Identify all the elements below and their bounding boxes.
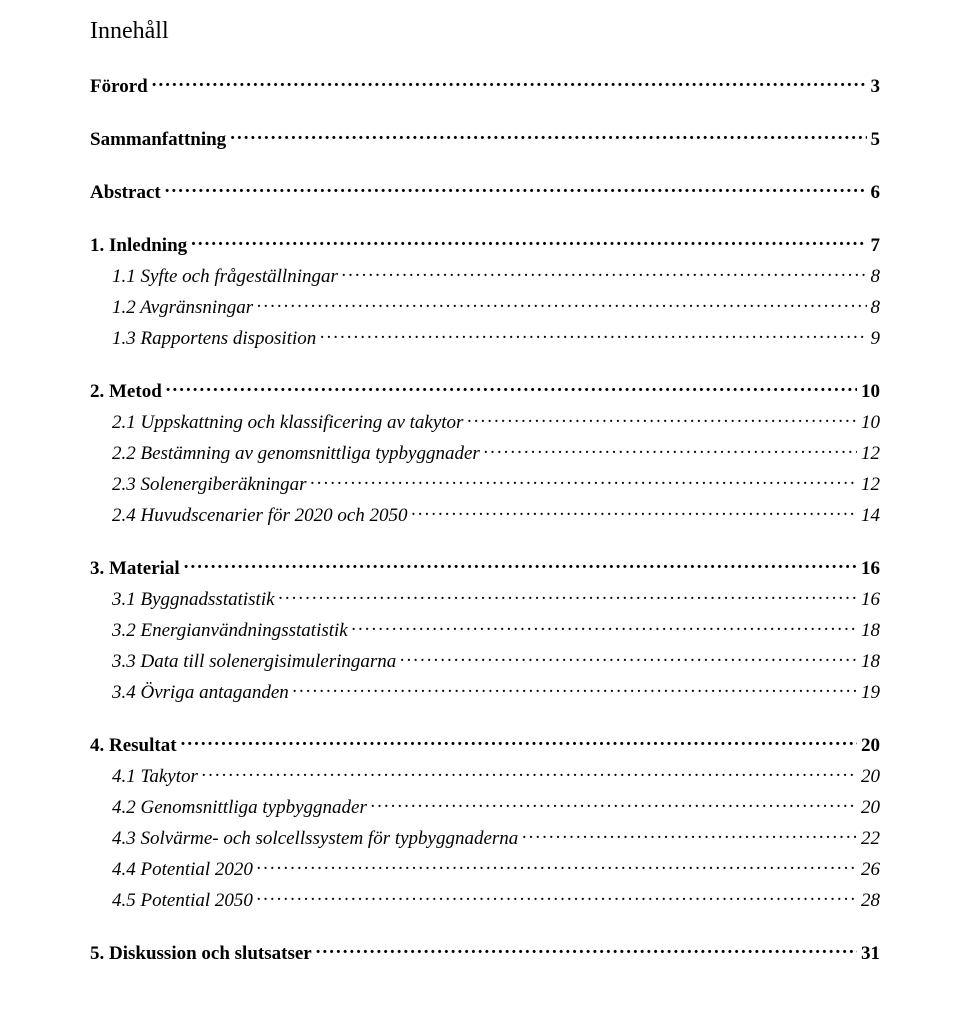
toc-entry-label: Sammanfattning: [90, 129, 226, 151]
toc-dot-leader: [257, 294, 866, 313]
toc-entry-label: 4.2 Genomsnittliga typbyggnader: [112, 797, 367, 819]
toc-entry: 3.4 Övriga antaganden 19: [112, 679, 880, 704]
toc-entry: 1.1 Syfte och frågeställningar 8: [112, 263, 880, 288]
toc-dot-leader: [257, 856, 857, 875]
toc-dot-leader: [181, 732, 857, 751]
toc-dot-leader: [279, 586, 857, 605]
toc-entry-page: 9: [871, 328, 881, 350]
toc-entry: 2.2 Bestämning av genomsnittliga typbygg…: [112, 440, 880, 465]
toc-entry-label: 2.4 Huvudscenarier för 2020 och 2050: [112, 505, 408, 527]
toc-entry: 1. Inledning 7: [90, 232, 880, 257]
toc-dot-leader: [412, 502, 857, 521]
toc-entry-page: 10: [861, 412, 880, 434]
toc-entry-label: 2.3 Solenergiberäkningar: [112, 474, 307, 496]
toc-entry-label: Abstract: [90, 182, 161, 204]
toc-entry-page: 20: [861, 735, 880, 757]
toc-dot-leader: [311, 471, 857, 490]
toc-entry-label: 2.2 Bestämning av genomsnittliga typbygg…: [112, 443, 480, 465]
toc-entry-label: 4. Resultat: [90, 735, 177, 757]
toc-dot-leader: [165, 179, 867, 198]
toc-dot-leader: [316, 940, 857, 959]
toc-entry: 4.5 Potential 2050 28: [112, 887, 880, 912]
toc-entry-label: Förord: [90, 76, 148, 98]
toc-entry-page: 5: [871, 129, 881, 151]
toc-dot-leader: [202, 763, 857, 782]
toc-dot-leader: [400, 648, 857, 667]
toc-entry-label: 3.4 Övriga antaganden: [112, 682, 289, 704]
toc-dot-leader: [342, 263, 867, 282]
toc-dot-leader: [152, 73, 867, 92]
toc-dot-leader: [257, 887, 857, 906]
toc-entry: 1.3 Rapportens disposition 9: [112, 325, 880, 350]
toc-entry-label: 1.1 Syfte och frågeställningar: [112, 266, 338, 288]
toc-entry: Sammanfattning 5: [90, 126, 880, 151]
toc-dot-leader: [320, 325, 866, 344]
toc-entry-label: 2.1 Uppskattning och klassificering av t…: [112, 412, 463, 434]
toc-entry-label: 2. Metod: [90, 381, 162, 403]
toc-dot-leader: [522, 825, 857, 844]
toc-entry-page: 28: [861, 890, 880, 912]
toc-entry: 5. Diskussion och slutsatser 31: [90, 940, 880, 965]
toc-entry-page: 19: [861, 682, 880, 704]
toc-entry-page: 26: [861, 859, 880, 881]
toc-dot-leader: [467, 409, 857, 428]
toc-entry-page: 8: [871, 297, 881, 319]
toc-entry: 4.2 Genomsnittliga typbyggnader 20: [112, 794, 880, 819]
toc-entry-page: 20: [861, 766, 880, 788]
toc-entry: 2.3 Solenergiberäkningar 12: [112, 471, 880, 496]
toc-entry-label: 3.2 Energianvändningsstatistik: [112, 620, 348, 642]
toc-entry-label: 4.1 Takytor: [112, 766, 198, 788]
toc-entry: Förord 3: [90, 73, 880, 98]
toc-entry-page: 18: [861, 620, 880, 642]
toc-dot-leader: [293, 679, 857, 698]
toc-entry: Abstract 6: [90, 179, 880, 204]
toc-entry-page: 16: [861, 589, 880, 611]
toc-title: Innehåll: [90, 18, 880, 45]
toc-entry-page: 18: [861, 651, 880, 673]
toc-entry-label: 3.1 Byggnadsstatistik: [112, 589, 275, 611]
toc-dot-leader: [230, 126, 866, 145]
toc-entry: 1.2 Avgränsningar 8: [112, 294, 880, 319]
toc-entry: 4.1 Takytor 20: [112, 763, 880, 788]
toc-dot-leader: [166, 378, 857, 397]
toc-entry-label: 4.4 Potential 2020: [112, 859, 253, 881]
toc-entry: 2.4 Huvudscenarier för 2020 och 2050 14: [112, 502, 880, 527]
toc-entry: 3. Material 16: [90, 555, 880, 580]
toc-entry-page: 8: [871, 266, 881, 288]
toc-entry: 2. Metod 10: [90, 378, 880, 403]
toc-entry-page: 16: [861, 558, 880, 580]
toc-entry: 3.1 Byggnadsstatistik 16: [112, 586, 880, 611]
toc-entry-page: 3: [871, 76, 881, 98]
toc-dot-leader: [191, 232, 866, 251]
toc-entry-label: 1.3 Rapportens disposition: [112, 328, 316, 350]
toc-entry-label: 3. Material: [90, 558, 180, 580]
toc-dot-leader: [371, 794, 857, 813]
toc-entry-page: 22: [861, 828, 880, 850]
toc-dot-leader: [484, 440, 857, 459]
toc-entry: 4. Resultat 20: [90, 732, 880, 757]
toc-dot-leader: [184, 555, 857, 574]
toc-entry: 4.3 Solvärme- och solcellssystem för typ…: [112, 825, 880, 850]
toc-entry: 2.1 Uppskattning och klassificering av t…: [112, 409, 880, 434]
toc-entry-page: 7: [871, 235, 881, 257]
toc-entry: 3.2 Energianvändningsstatistik 18: [112, 617, 880, 642]
toc-entry: 3.3 Data till solenergisimuleringarna 18: [112, 648, 880, 673]
toc-entry-page: 12: [861, 443, 880, 465]
toc-entry-label: 4.3 Solvärme- och solcellssystem för typ…: [112, 828, 518, 850]
toc-entry-page: 14: [861, 505, 880, 527]
toc-entry-label: 3.3 Data till solenergisimuleringarna: [112, 651, 396, 673]
toc-dot-leader: [352, 617, 857, 636]
toc-entry-page: 31: [861, 943, 880, 965]
toc-entry-page: 6: [871, 182, 881, 204]
toc-entry-label: 1. Inledning: [90, 235, 187, 257]
toc-entry-label: 4.5 Potential 2050: [112, 890, 253, 912]
page: Innehåll Förord 3 Sammanfattning 5 Abstrac…: [0, 0, 960, 1013]
toc-entry-label: 1.2 Avgränsningar: [112, 297, 253, 319]
toc-entry-page: 12: [861, 474, 880, 496]
toc-entry-page: 10: [861, 381, 880, 403]
toc-entry: 4.4 Potential 2020 26: [112, 856, 880, 881]
toc-entry-label: 5. Diskussion och slutsatser: [90, 943, 312, 965]
toc-list: Förord 3 Sammanfattning 5 Abstract 6 1. Inl…: [90, 73, 880, 965]
toc-entry-page: 20: [861, 797, 880, 819]
